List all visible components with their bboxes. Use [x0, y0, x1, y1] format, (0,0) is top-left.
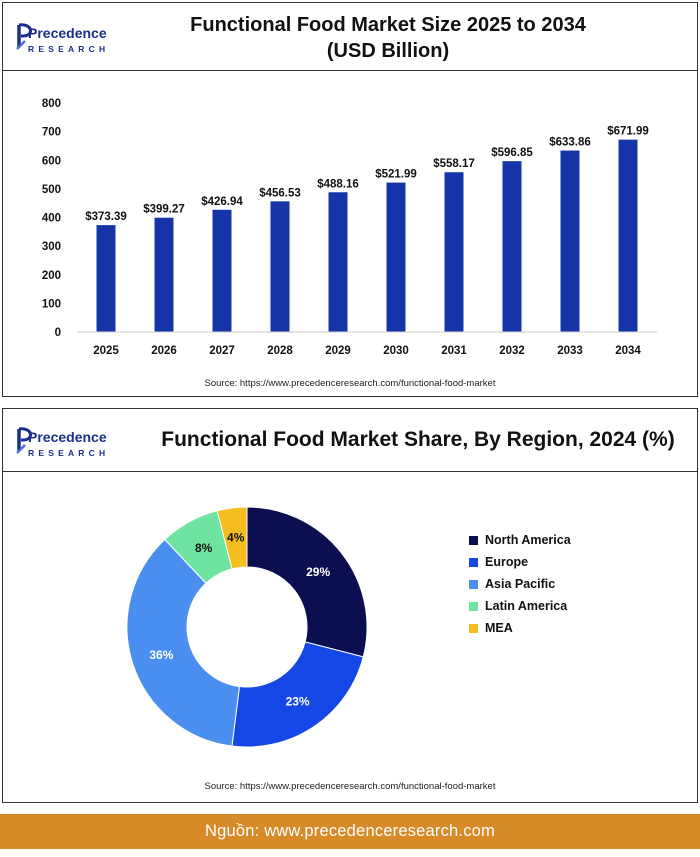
- precedence-research-logo: Precedence RESEARCH: [16, 427, 109, 458]
- svg-text:RESEARCH: RESEARCH: [28, 44, 109, 54]
- slice-value-label: 29%: [306, 565, 330, 579]
- bar-2025: [96, 225, 116, 332]
- slice-value-label: 36%: [149, 648, 173, 662]
- y-tick-label: 600: [42, 155, 61, 167]
- y-tick-label: 100: [42, 298, 61, 310]
- bar-2033: [560, 150, 580, 332]
- region-share-panel: Precedence RESEARCH Functional Food Mark…: [2, 408, 698, 803]
- x-tick-label: 2028: [267, 345, 293, 357]
- bar-header: Precedence RESEARCH Functional Food Mark…: [3, 3, 697, 71]
- slice-north-america: [246, 506, 368, 658]
- x-tick-label: 2027: [209, 345, 235, 357]
- bar-2030: [386, 182, 406, 332]
- legend-swatch: [469, 601, 478, 611]
- legend-label: Asia Pacific: [485, 577, 556, 591]
- pie-source-note: Source: https://www.precedenceresearch.c…: [204, 781, 496, 792]
- market-size-panel: Precedence RESEARCH Functional Food Mark…: [2, 2, 698, 397]
- slice-value-label: 4%: [227, 531, 245, 545]
- legend-item-asia-pacific: Asia Pacific: [469, 573, 571, 595]
- legend-swatch: [469, 579, 478, 589]
- legend-item-north-america: North America: [469, 529, 571, 551]
- bar-value-label: $521.99: [375, 169, 417, 181]
- legend-item-europe: Europe: [469, 551, 571, 573]
- x-tick-label: 2025: [93, 345, 119, 357]
- bar-value-label: $456.53: [259, 187, 301, 199]
- bar-value-label: $671.99: [607, 126, 649, 138]
- bar-chart-subtitle: (USD Billion): [326, 40, 450, 62]
- y-tick-label: 0: [55, 327, 61, 339]
- bar-2028: [270, 201, 290, 332]
- slice-europe: [231, 641, 364, 748]
- pie-chart-title: Functional Food Market Share, By Region,…: [161, 428, 675, 451]
- legend-label: MEA: [485, 621, 513, 635]
- bar-value-label: $488.16: [317, 178, 359, 190]
- x-tick-label: 2033: [557, 345, 583, 357]
- bar-2029: [328, 192, 348, 332]
- svg-text:Precedence: Precedence: [28, 25, 107, 41]
- x-tick-label: 2029: [325, 345, 351, 357]
- bar-series: $373.39 $399.27 $426.94 $456.53 $488.16 $521.…: [85, 126, 649, 332]
- donut-labels: 29% 23% 36% 8% 4%: [149, 531, 330, 709]
- pie-legend: North America Europe Asia Pacific Latin Ame…: [469, 529, 571, 639]
- bar-2034: [618, 139, 638, 332]
- donut-slices: [126, 506, 368, 748]
- legend-swatch: [469, 557, 478, 567]
- y-axis: 0 100 200 300 400 500 600 700 800: [42, 98, 61, 339]
- bar-2031: [444, 172, 464, 332]
- x-tick-label: 2026: [151, 345, 177, 357]
- bar-value-label: $633.86: [549, 137, 591, 149]
- footer-banner: Nguồn: www.precedenceresearch.com: [0, 814, 700, 849]
- precedence-research-logo: Precedence RESEARCH: [16, 23, 109, 54]
- bar-2032: [502, 161, 522, 332]
- slice-mea: [216, 506, 248, 570]
- slice-value-label: 8%: [195, 541, 213, 555]
- y-tick-label: 200: [42, 270, 61, 282]
- bar-source-note: Source: https://www.precedenceresearch.c…: [204, 378, 496, 389]
- bar-value-label: $558.17: [433, 158, 475, 170]
- legend-label: Europe: [485, 555, 529, 569]
- donut-chart: 29% 23% 36% 8% 4%: [126, 506, 368, 748]
- bar-chart-title: Functional Food Market Size 2025 to 2034: [190, 14, 586, 36]
- y-tick-label: 800: [42, 98, 61, 110]
- bar-2026: [154, 217, 174, 332]
- slice-value-label: 23%: [286, 694, 310, 708]
- svg-text:Precedence: Precedence: [28, 429, 107, 445]
- bar-value-label: $596.85: [491, 147, 533, 159]
- x-tick-label: 2031: [441, 345, 467, 357]
- legend-swatch: [469, 623, 478, 633]
- legend-item-mea: MEA: [469, 617, 571, 639]
- x-tick-label: 2032: [499, 345, 525, 357]
- bar-2027: [212, 209, 232, 332]
- y-tick-label: 500: [42, 184, 61, 196]
- bar-value-label: $399.27: [143, 204, 185, 216]
- legend-label: Latin America: [485, 599, 568, 613]
- x-axis: 2025 2026 2027 2028 2029 2030 2031 2032 2033 2034: [77, 331, 657, 357]
- legend-label: North America: [485, 533, 571, 547]
- y-tick-label: 400: [42, 213, 61, 225]
- legend-item-latin-america: Latin America: [469, 595, 571, 617]
- pie-header: Precedence RESEARCH Functional Food Mark…: [3, 409, 697, 472]
- y-tick-label: 300: [42, 241, 61, 253]
- y-tick-label: 700: [42, 127, 61, 139]
- legend-swatch: [469, 535, 478, 545]
- bar-chart: 0 100 200 300 400 500 600 700 800 $373.39 $399.27…: [42, 98, 657, 357]
- bar-value-label: $373.39: [85, 211, 127, 223]
- x-tick-label: 2030: [383, 345, 409, 357]
- svg-text:RESEARCH: RESEARCH: [28, 448, 109, 458]
- bar-value-label: $426.94: [201, 196, 243, 208]
- slice-asia-pacific: [126, 538, 241, 747]
- x-tick-label: 2034: [615, 345, 641, 357]
